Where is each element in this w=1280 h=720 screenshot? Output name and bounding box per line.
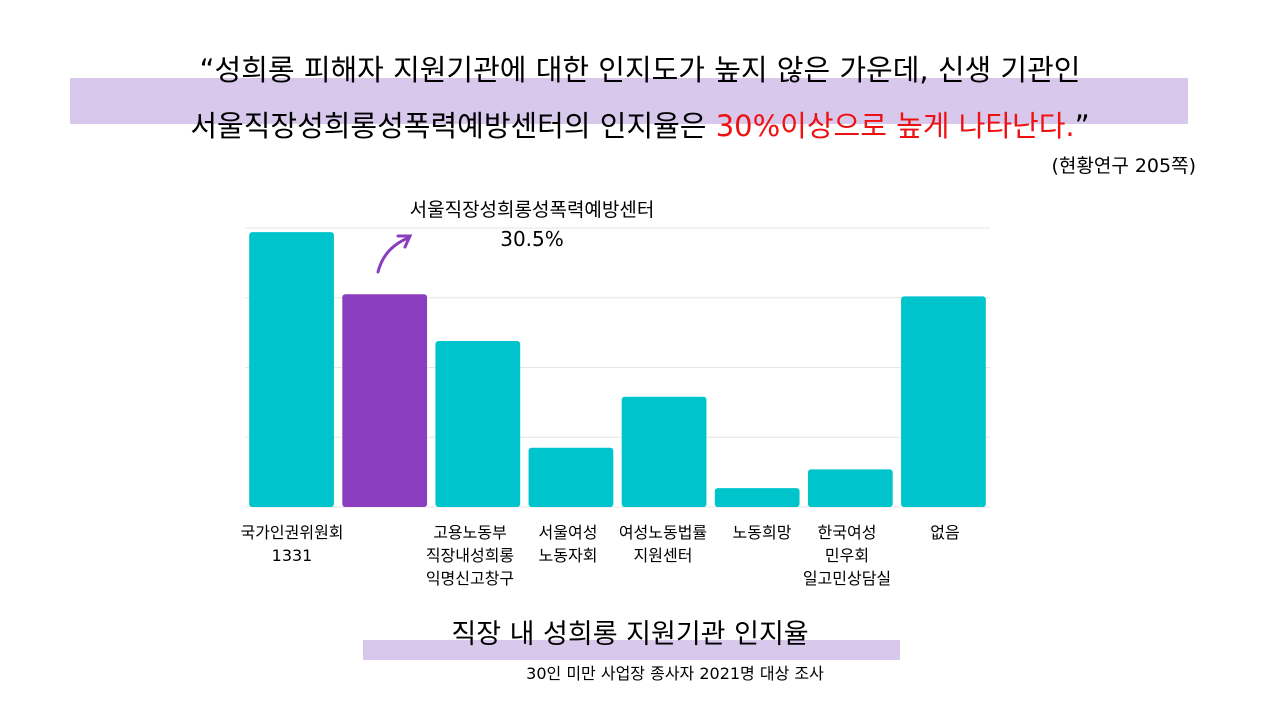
header-line1: “성희롱 피해자 지원기관에 대한 인지도가 높지 않은 가운데, 신생 기관인	[200, 53, 1081, 87]
header-highlight	[70, 78, 1188, 124]
bar	[435, 340, 521, 507]
bar	[714, 488, 800, 507]
source: (현황연구 205쪽)	[1051, 155, 1196, 177]
bar	[249, 232, 334, 507]
x-tick-line: 일고민상담실	[803, 569, 891, 588]
x-tick-line: 한국여성	[818, 523, 877, 542]
x-tick-line: 민우회	[825, 546, 869, 565]
header-closing: ”	[1075, 109, 1090, 143]
x-tick-line: 노동희망	[733, 523, 792, 542]
x-tick-line: 국가인권위원회	[240, 523, 343, 542]
bar	[342, 294, 428, 507]
bar	[807, 469, 893, 507]
x-tick-line: 서울여성	[539, 523, 598, 542]
chart-title: 직장 내 성희롱 지원기관 인지율	[451, 619, 808, 650]
x-tick-line: 없음	[930, 523, 959, 542]
x-tick-line: 여성노동법률	[619, 523, 707, 542]
annotation-name: 서울직장성희롱성폭력예방센터	[410, 199, 655, 221]
x-tick-label: 노동희망	[733, 523, 792, 542]
bar	[528, 447, 614, 507]
x-tick-line: 고용노동부	[433, 523, 507, 542]
x-tick-line: 노동자회	[539, 546, 598, 565]
x-tick-line: 직장내성희롱	[426, 546, 514, 565]
title-highlight	[363, 640, 900, 660]
header-line2: 서울직장성희롱성폭력예방센터의 인지율은 30%이상으로 높게 나타난다.”	[190, 109, 1089, 143]
x-tick-label: 없음	[930, 523, 959, 542]
bar	[901, 296, 986, 507]
x-tick-line: 1331	[272, 546, 313, 565]
x-tick-label: 국가인권위원회 1331	[240, 523, 343, 565]
x-tick-line: 익명신고창구	[426, 569, 514, 588]
header-text: 서울직장성희롱성폭력예방센터의 인지율은	[190, 109, 715, 143]
x-tick-line: 지원센터	[634, 546, 693, 565]
annotation-arrow	[376, 234, 413, 274]
chart-subtitle: 30인 미만 사업장 종사자 2021명 대상 조사	[526, 664, 824, 683]
bar	[621, 396, 707, 507]
value-label: 30.5%	[500, 227, 564, 251]
header-highlight-text: 30%이상으로 높게 나타난다.	[716, 109, 1075, 143]
